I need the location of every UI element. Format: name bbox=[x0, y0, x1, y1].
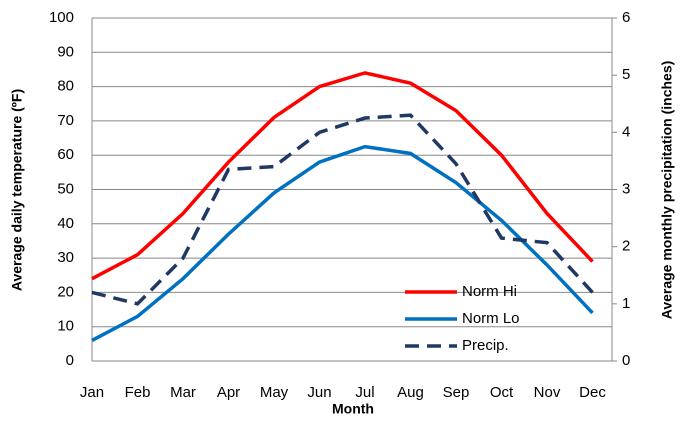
y2-tick-label: 6 bbox=[622, 9, 630, 26]
x-tick-label: Oct bbox=[490, 384, 514, 401]
y-tick-label: 60 bbox=[57, 146, 74, 163]
y2-tick-label: 5 bbox=[622, 66, 630, 83]
y2-tick-label: 4 bbox=[622, 123, 630, 140]
series-line bbox=[91, 113, 594, 306]
legend-label: Norm Lo bbox=[462, 310, 520, 327]
x-tick-label: Nov bbox=[534, 384, 561, 401]
x-tick-label: Mar bbox=[170, 384, 196, 401]
y-tick-label: 90 bbox=[57, 43, 74, 60]
legend-label: Precip. bbox=[462, 337, 509, 354]
y-tick-label: 20 bbox=[57, 283, 74, 300]
series-line bbox=[91, 144, 594, 342]
y-tick-label: 100 bbox=[49, 9, 74, 26]
legend-label: Norm Hi bbox=[462, 283, 517, 300]
y-tick-label: 50 bbox=[57, 180, 74, 197]
y-tick-label: 70 bbox=[57, 112, 74, 129]
y-tick-label: 40 bbox=[57, 215, 74, 232]
x-tick-label: Jul bbox=[355, 384, 374, 401]
y-tick-label: 30 bbox=[57, 249, 74, 266]
x-tick-label: Feb bbox=[125, 384, 151, 401]
y-tick-label: 10 bbox=[57, 318, 74, 335]
x-tick-label: Sep bbox=[443, 384, 470, 401]
x-tick-label: Jun bbox=[307, 384, 331, 401]
y2-tick-label: 0 bbox=[622, 352, 630, 369]
y2-tick-label: 1 bbox=[622, 295, 630, 312]
y-tick-label: 80 bbox=[57, 78, 74, 95]
y2-tick-label: 2 bbox=[622, 238, 630, 255]
x-tick-label: Dec bbox=[579, 384, 606, 401]
x-axis-title: Month bbox=[332, 401, 374, 417]
x-tick-label: Aug bbox=[397, 384, 424, 401]
x-tick-label: May bbox=[260, 384, 289, 401]
series-line bbox=[91, 71, 594, 281]
y-axis-title: Average daily temperature (ºF) bbox=[9, 89, 25, 291]
y2-tick-label: 3 bbox=[622, 180, 630, 197]
x-tick-label: Apr bbox=[217, 384, 240, 401]
x-tick-label: Jan bbox=[80, 384, 104, 401]
y2-axis-title: Average monthly precipitation (inches) bbox=[659, 61, 675, 320]
y-tick-label: 0 bbox=[66, 352, 74, 369]
